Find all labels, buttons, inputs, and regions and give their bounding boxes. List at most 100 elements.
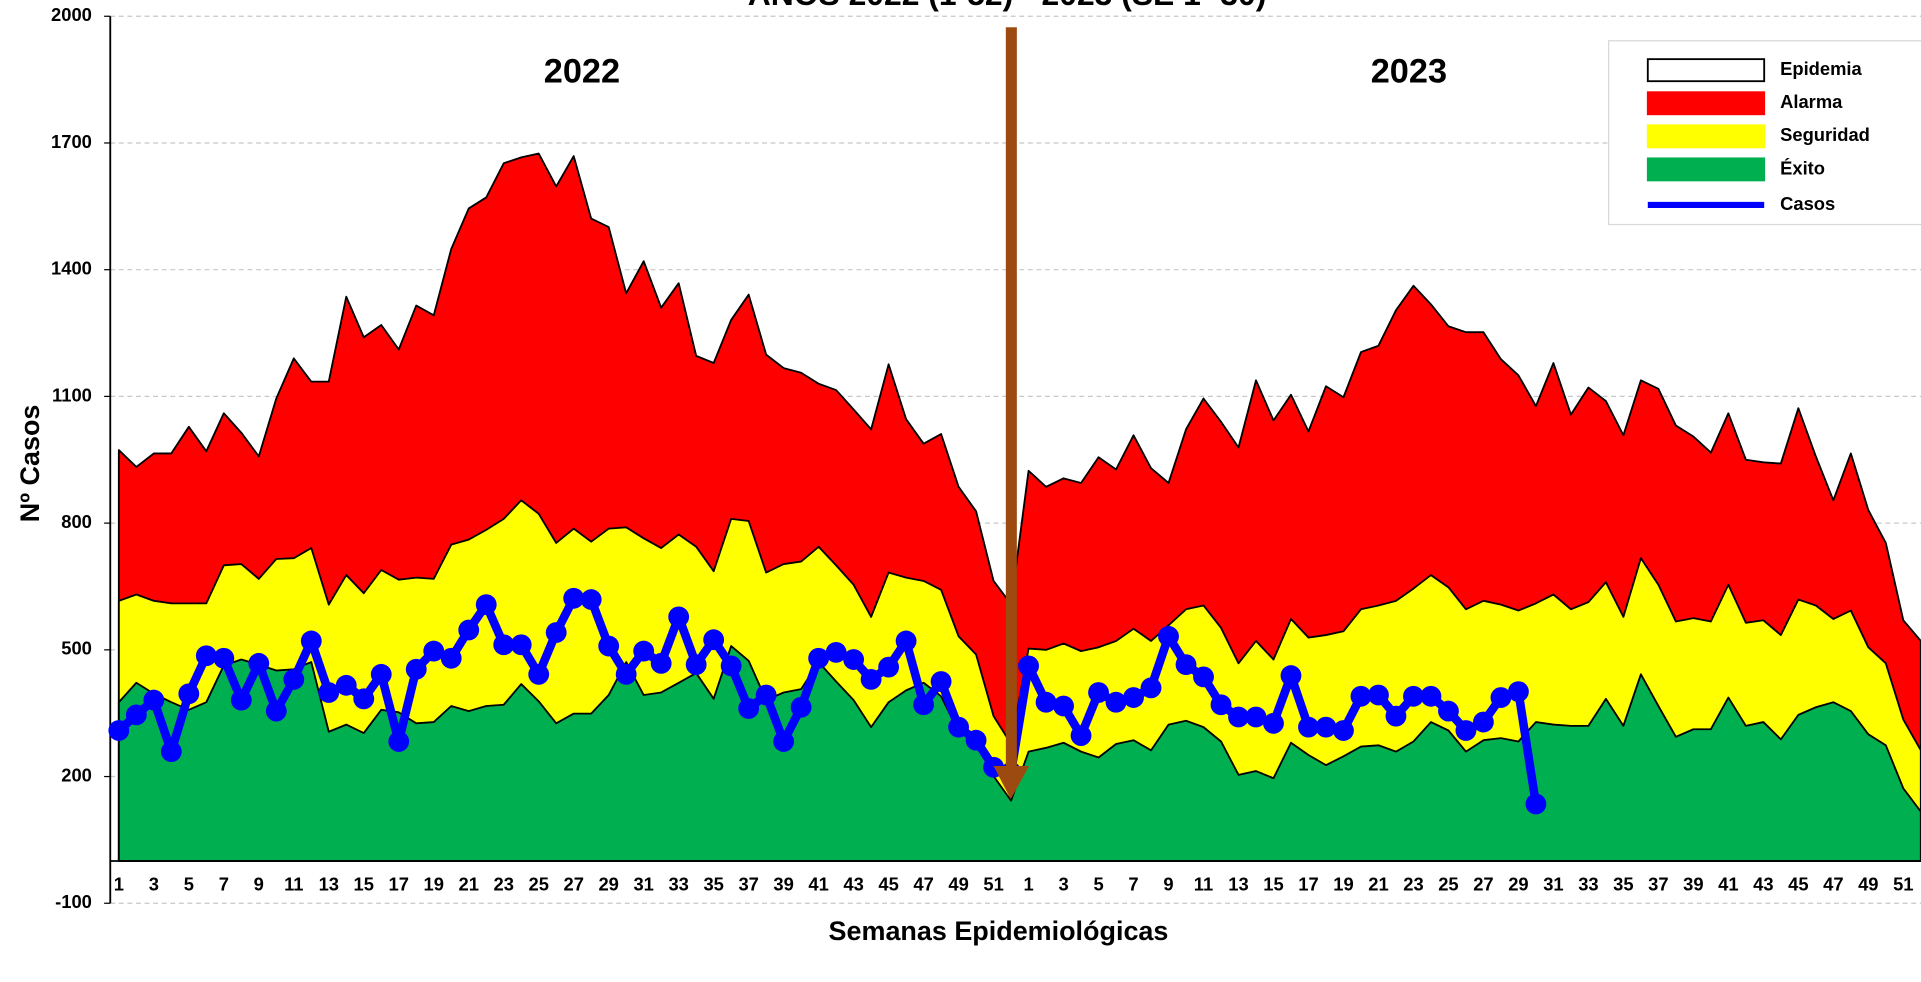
marker: [1070, 725, 1092, 746]
x-axis-title: Semanas Epidemiológicas: [829, 916, 1169, 946]
legend-swatch: [1646, 91, 1766, 116]
marker: [475, 594, 497, 616]
x-tick-label: 47: [1823, 873, 1843, 894]
x-tick-label: 25: [1438, 873, 1458, 894]
arrow-head: [993, 766, 1030, 800]
x-tick-label: 5: [184, 873, 194, 894]
marker: [248, 652, 270, 674]
x-tick-label: 25: [529, 873, 549, 894]
legend: Epidemia Alarma Seguridad Éxito Casos: [1607, 40, 1921, 226]
marker: [265, 700, 287, 722]
x-tick-label: 13: [319, 873, 339, 894]
marker: [1193, 666, 1214, 688]
x-tick-label: 33: [1578, 873, 1598, 894]
x-tick-label: 39: [773, 873, 793, 894]
marker: [1385, 705, 1407, 727]
x-tick-label: 31: [1543, 873, 1563, 894]
marker: [440, 647, 462, 669]
y-tick-label: 800: [61, 511, 92, 532]
x-tick-label: 47: [913, 873, 933, 894]
x-tick-label: 33: [668, 873, 688, 894]
x-tick-label: 27: [563, 873, 583, 894]
x-tick-label: 17: [1298, 873, 1318, 894]
marker: [580, 589, 602, 610]
x-tick-label: 45: [878, 873, 898, 894]
marker: [825, 641, 847, 663]
x-tick-label: 37: [738, 873, 758, 894]
marker: [843, 649, 865, 670]
marker: [948, 716, 970, 738]
marker: [1158, 625, 1179, 647]
y-axis-title: Nº Casos: [15, 405, 45, 523]
legend-label: Éxito: [1780, 157, 1825, 178]
marker: [318, 682, 340, 703]
marker: [720, 655, 742, 677]
marker: [1245, 706, 1267, 728]
marker: [808, 647, 830, 669]
x-tick-label: 49: [948, 873, 968, 894]
x-tick-label: 49: [1858, 873, 1878, 894]
legend-label: Casos: [1780, 193, 1835, 214]
marker: [860, 668, 882, 690]
x-tick-label: 41: [808, 873, 828, 894]
x-tick-label: 11: [1194, 873, 1213, 894]
chart-title: AÑOS 2022 (1-52) - 2023 (SE 1- 30): [748, 0, 1267, 12]
marker: [1490, 687, 1512, 708]
marker: [1525, 793, 1547, 815]
legend-swatch: [1646, 124, 1766, 149]
y-tick-label: 200: [61, 764, 92, 785]
x-tick-label: 43: [843, 873, 863, 894]
marker: [1455, 720, 1477, 741]
marker: [913, 694, 935, 716]
marker: [1403, 685, 1424, 707]
marker: [930, 671, 952, 692]
x-tick-label: 9: [1163, 873, 1173, 894]
marker: [1210, 694, 1232, 716]
marker: [965, 729, 987, 751]
x-tick-label: 7: [1128, 873, 1138, 894]
marker: [405, 658, 427, 680]
x-tick-label: 1: [1023, 873, 1033, 894]
marker: [1298, 716, 1319, 738]
marker: [1018, 655, 1039, 677]
marker: [1263, 712, 1284, 734]
marker: [230, 689, 252, 711]
x-tick-label: 15: [1263, 873, 1283, 894]
arrow-shaft: [1005, 27, 1017, 773]
x-tick-label: 7: [219, 873, 229, 894]
y-tick-label: -100: [55, 891, 92, 912]
x-tick-label: 21: [459, 873, 479, 894]
marker: [633, 640, 655, 662]
marker: [370, 663, 392, 685]
marker: [895, 630, 917, 652]
x-tick-label: 35: [1613, 873, 1633, 894]
x-tick-label: 3: [149, 873, 159, 894]
marker: [1053, 695, 1074, 717]
x-tick-label: 9: [254, 873, 264, 894]
marker: [563, 587, 585, 609]
x-tick-label: 15: [354, 873, 374, 894]
marker: [1140, 677, 1162, 699]
marker: [143, 689, 165, 711]
marker: [1315, 716, 1337, 738]
marker: [1350, 685, 1372, 707]
marker: [685, 654, 707, 676]
areas: [117, 152, 1921, 862]
x-tick-label: 37: [1648, 873, 1668, 894]
x-tick-label: 29: [1508, 873, 1528, 894]
marker: [353, 688, 375, 710]
x-tick-label: 1: [114, 873, 124, 894]
marker: [1175, 654, 1197, 676]
marker: [738, 698, 760, 719]
legend-swatch: [1646, 157, 1766, 182]
marker: [615, 663, 637, 685]
marker: [423, 640, 445, 662]
marker: [668, 606, 690, 628]
x-tick-label: 27: [1473, 873, 1493, 894]
marker: [283, 668, 305, 690]
x-tick-label: 29: [598, 873, 618, 894]
marker: [335, 674, 357, 696]
